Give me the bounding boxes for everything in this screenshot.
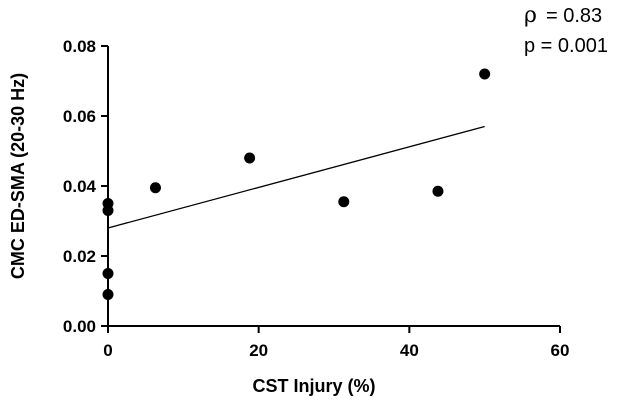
p-value: p = 0.001 — [524, 35, 608, 57]
plot-area: 0 20 40 60 0.00 0.02 0.04 0.06 0.08 — [63, 37, 570, 360]
data-point — [244, 152, 256, 164]
rho-symbol: ρ — [524, 3, 537, 28]
y-axis-title: CMC ED-SMA (20-30 Hz) — [8, 73, 28, 279]
data-point — [432, 185, 444, 197]
data-point — [338, 196, 350, 208]
rho-value: = 0.83 — [546, 5, 602, 27]
statistics-annotation: ρ = 0.83 p = 0.001 — [524, 3, 608, 57]
x-axis-title: CST Injury (%) — [252, 376, 375, 396]
data-point — [102, 268, 114, 279]
data-point — [479, 68, 491, 80]
y-tick-label: 0.08 — [63, 37, 96, 56]
data-points — [102, 68, 491, 300]
x-tick-label: 60 — [551, 341, 570, 360]
x-tick-label: 20 — [249, 341, 268, 360]
x-axis-ticks: 0 20 40 60 — [103, 326, 569, 360]
y-tick-label: 0.00 — [63, 317, 96, 336]
y-tick-label: 0.06 — [63, 107, 96, 126]
x-tick-label: 40 — [400, 341, 419, 360]
y-tick-label: 0.04 — [63, 177, 97, 196]
data-point — [102, 289, 114, 300]
y-axis-ticks: 0.00 0.02 0.04 0.06 0.08 — [63, 37, 108, 336]
data-point — [102, 198, 114, 209]
x-tick-label: 0 — [103, 341, 112, 360]
data-point — [149, 182, 161, 194]
regression-line — [107, 125, 485, 229]
y-tick-label: 0.02 — [63, 247, 96, 266]
